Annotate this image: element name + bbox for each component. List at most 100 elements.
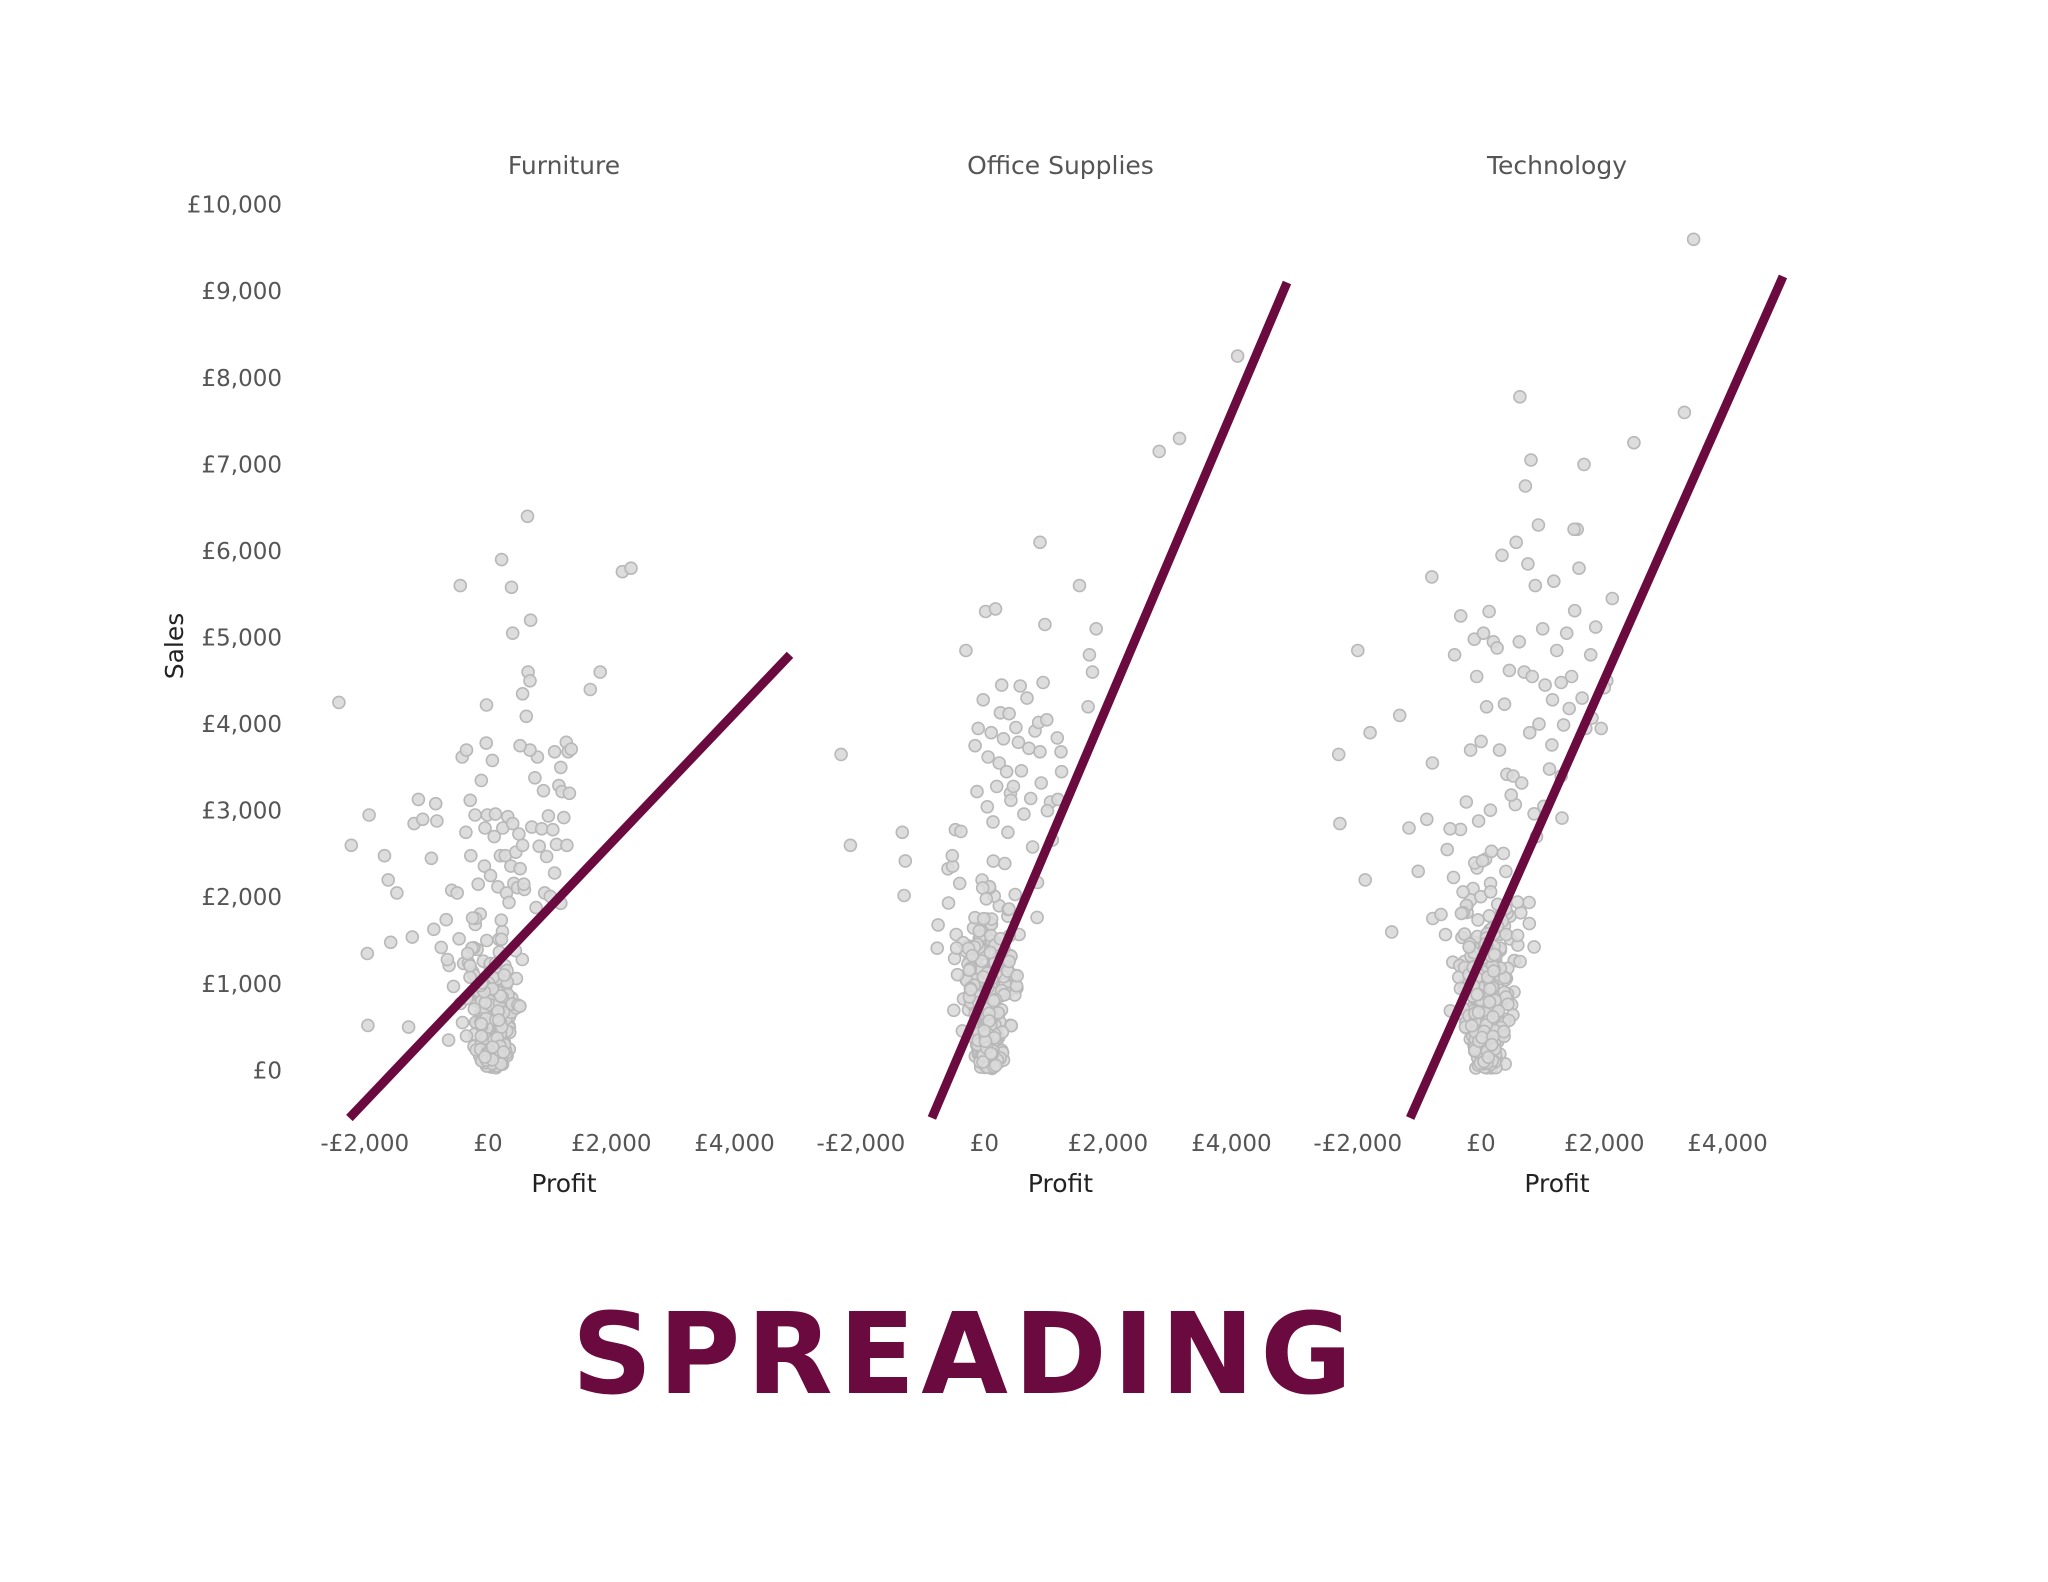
data-point [1434,907,1448,922]
data-point [1535,621,1550,636]
data-point [1538,678,1552,692]
data-point [519,709,534,724]
data-point [1510,895,1525,909]
data-point [1011,735,1026,750]
data-point [516,877,531,892]
data-point [520,509,535,524]
data-point [1392,708,1407,723]
data-point [1001,825,1015,840]
data-point [1152,444,1166,459]
y-tick-label: £6,000 [202,539,282,565]
data-point [1004,793,1018,808]
data-point [556,810,571,825]
data-point [997,856,1012,871]
data-point [979,891,994,906]
data-point [1528,578,1543,593]
data-point [963,982,978,997]
data-point [1483,884,1498,899]
data-point [459,825,473,840]
trend-line [346,651,794,1122]
data-point [1485,1037,1499,1052]
y-tick-label: £5,000 [202,626,282,652]
data-point [1564,669,1579,684]
data-point [1402,821,1416,835]
data-point [1464,1019,1479,1033]
data-point [523,673,537,688]
data-point [949,941,964,955]
data-point [1456,885,1470,899]
data-point [360,946,375,961]
data-point [1521,557,1535,571]
data-point [1487,947,1502,962]
data-point [529,900,543,915]
data-point [513,999,527,1014]
data-point [1499,864,1513,879]
data-point [377,848,392,863]
y-axis-title: Sales [160,613,189,680]
data-point [1495,548,1509,563]
data-point [1446,870,1461,885]
data-point [1492,743,1507,757]
trend-line [927,280,1292,1120]
data-point [1531,518,1546,532]
data-point [1514,776,1529,790]
trend-line [1406,274,1788,1120]
data-point [999,764,1014,779]
data-point [1384,925,1399,939]
data-point [1513,954,1527,969]
data-point [1588,620,1603,634]
data-point [381,873,396,887]
data-point [1550,643,1564,658]
data-point [897,888,911,903]
data-point [478,821,492,835]
data-point [1054,744,1068,759]
data-point [983,945,998,960]
data-point [1017,807,1031,821]
data-point [1022,741,1036,756]
data-point [564,742,579,757]
data-point [1020,691,1034,705]
data-point [1594,721,1608,736]
data-point [954,824,968,839]
x-tick-label: £4,000 [1687,1131,1767,1157]
data-point [1470,987,1484,1002]
data-point [992,756,1007,770]
data-point [1486,1010,1500,1024]
data-point [460,946,475,961]
data-point [553,760,568,775]
data-point [996,731,1011,746]
data-point [1363,725,1377,740]
data-point [976,911,991,926]
data-point [1501,997,1515,1012]
x-tick-label: £2,000 [1564,1131,1644,1157]
data-point [1475,853,1490,868]
data-point [532,839,547,854]
data-point [1447,647,1462,662]
data-point [1023,791,1038,806]
data-point [1002,902,1016,916]
data-point [1025,840,1040,854]
data-point [1040,712,1054,727]
data-point [1481,1050,1496,1065]
data-point [1518,479,1533,493]
data-point [980,799,995,814]
data-point [441,1033,456,1047]
data-point [1490,641,1504,655]
data-point [1033,744,1047,759]
data-point [834,747,848,762]
data-point [1030,910,1044,925]
data-point [1547,574,1561,589]
data-point [515,686,530,701]
data-point [952,876,967,891]
data-point [485,753,500,768]
data-point [478,1050,492,1064]
data-point [539,849,554,864]
data-point [502,895,516,910]
data-point [1351,643,1365,658]
data-point [344,838,359,853]
data-point [1443,821,1457,836]
data-point [405,930,420,944]
data-point [545,822,560,837]
data-point [970,784,984,799]
